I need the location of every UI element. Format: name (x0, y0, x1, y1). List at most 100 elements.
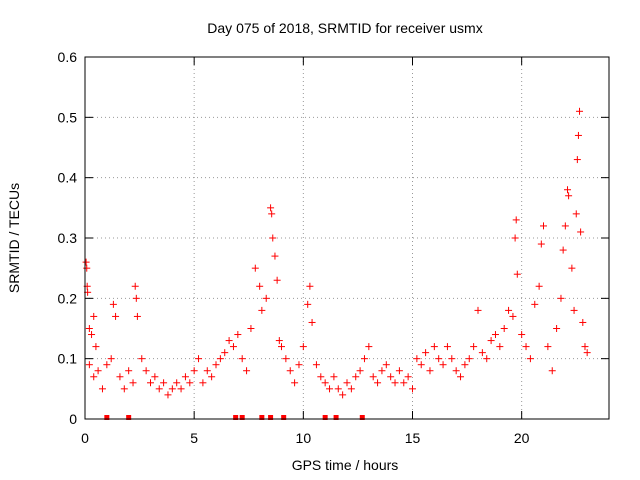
x-axis-ticks: 0 5 10 15 20 (81, 57, 530, 446)
data-point (120, 385, 128, 393)
data-point (173, 379, 181, 387)
data-point (273, 276, 281, 284)
data-point (109, 300, 117, 308)
data-point (564, 186, 572, 194)
data-point (404, 373, 412, 381)
data-point (155, 385, 163, 393)
data-point (417, 361, 425, 369)
data-point (439, 361, 447, 369)
x-tick-label: 0 (81, 430, 89, 446)
gap-marker (126, 415, 132, 420)
data-point (282, 355, 290, 363)
data-point (247, 325, 255, 332)
data-point (577, 228, 585, 236)
data-point (94, 367, 102, 375)
data-point (229, 343, 237, 351)
data-point (522, 343, 530, 351)
data-point (125, 367, 133, 375)
data-point (570, 306, 578, 314)
data-point (295, 361, 303, 369)
data-point (487, 337, 495, 345)
gap-markers (104, 415, 365, 420)
data-point (221, 349, 229, 357)
data-point (262, 294, 270, 302)
gap-marker (268, 415, 274, 420)
data-point (268, 210, 276, 218)
data-point (512, 216, 520, 224)
data-point (116, 373, 124, 381)
data-point (461, 361, 469, 369)
data-point (430, 343, 438, 351)
data-point (243, 367, 251, 375)
data-point (267, 204, 275, 212)
data-point (573, 156, 581, 164)
data-point (278, 343, 285, 351)
data-point (142, 367, 150, 375)
data-point (535, 282, 543, 290)
data-point (505, 306, 513, 314)
data-point (426, 367, 434, 375)
data-point (391, 379, 399, 387)
data-point (88, 331, 96, 339)
data-point (568, 264, 576, 272)
data-point (195, 355, 203, 363)
data-point (330, 373, 338, 381)
data-point (557, 294, 565, 302)
data-point (413, 355, 421, 363)
data-point (151, 373, 159, 381)
grid-lines (85, 57, 609, 419)
data-point (85, 325, 93, 332)
data-point (216, 355, 224, 363)
gap-marker (233, 415, 239, 420)
data-point (212, 361, 220, 369)
data-point (548, 367, 556, 375)
data-point (478, 349, 486, 357)
data-point (306, 282, 314, 290)
data-point (511, 234, 519, 242)
data-point (90, 312, 98, 320)
data-point (365, 343, 373, 351)
data-point (343, 379, 351, 387)
data-point (537, 240, 545, 248)
data-point (378, 367, 386, 375)
data-point (234, 331, 242, 339)
data-point (382, 361, 390, 369)
data-point (374, 379, 382, 387)
data-point (90, 373, 98, 381)
data-point (92, 343, 100, 351)
gap-marker (322, 415, 328, 420)
data-point (369, 373, 377, 381)
data-point (561, 222, 569, 230)
data-point (334, 385, 342, 393)
data-point (129, 379, 137, 387)
data-point (581, 343, 589, 351)
y-tick-label: 0.4 (58, 170, 78, 186)
plot-frame (84, 56, 610, 420)
data-points (82, 107, 591, 399)
data-point (559, 246, 567, 254)
data-point (269, 234, 277, 242)
y-tick-label: 0.1 (58, 351, 78, 367)
gap-marker (104, 415, 110, 420)
data-point (168, 385, 176, 393)
data-point (565, 192, 573, 200)
y-axis-ticks: 0 0.1 0.2 0.3 0.4 0.5 0.6 (58, 49, 609, 427)
gap-marker (259, 415, 265, 420)
data-point (138, 355, 146, 363)
data-point (275, 337, 283, 345)
data-point (531, 300, 539, 308)
data-point (422, 349, 430, 357)
data-point (83, 264, 91, 272)
data-point (452, 367, 460, 375)
data-point (457, 373, 465, 381)
data-point (483, 355, 491, 363)
data-point (291, 379, 299, 387)
data-point (85, 361, 93, 369)
data-point (317, 373, 325, 381)
data-point (133, 312, 141, 320)
data-point (190, 367, 198, 375)
data-point (409, 385, 416, 393)
data-point (107, 355, 115, 363)
data-point (496, 343, 504, 351)
